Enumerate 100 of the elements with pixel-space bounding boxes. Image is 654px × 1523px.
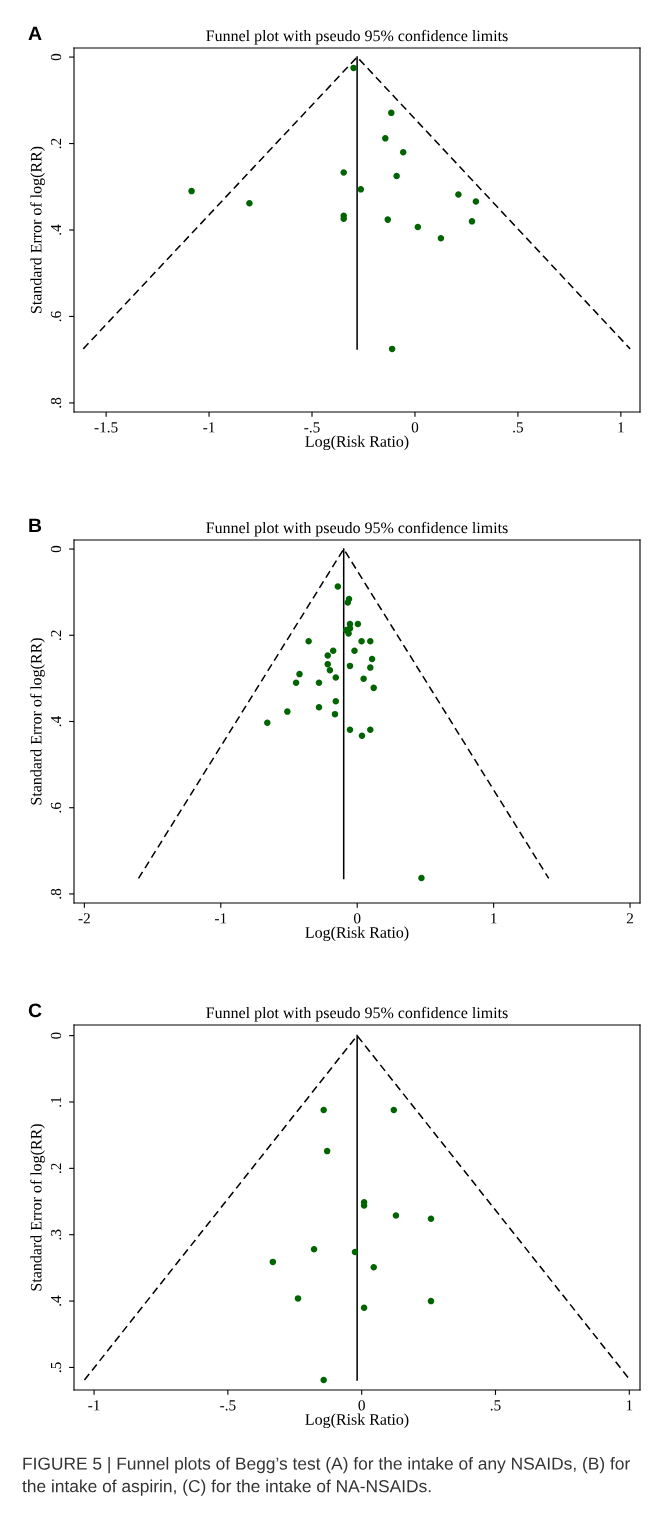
point [427,1297,435,1305]
point [388,109,395,117]
point [305,638,312,645]
y-tick-label: .8 [50,397,62,408]
point [340,169,347,176]
x-tick-label: 1 [491,913,497,924]
x-axis-title: Log(Risk Ratio) [305,1413,409,1429]
point [360,675,367,683]
y-tick-label: .5 [51,1362,62,1373]
text: B [29,518,42,533]
point [315,679,323,686]
x-axis-title: Log(Risk Ratio) [305,926,409,942]
point [358,732,366,739]
point [354,620,362,628]
x-tick-label: -1 [88,1400,100,1411]
y-tick-label: 0 [50,53,62,61]
point [269,1258,277,1266]
point [284,708,291,715]
point [346,625,354,632]
x-tick-label: 0 [411,422,419,433]
point [392,1212,400,1219]
text: A [28,26,42,41]
point [324,660,331,668]
point [360,1202,368,1209]
point [331,710,339,718]
point [324,652,331,659]
point [382,135,389,142]
y-tick-label: .2 [50,630,62,640]
point [468,218,476,225]
point [292,679,300,686]
x-tick-label: -.5 [220,1400,236,1411]
y-tick-label: .8 [50,888,62,899]
x-tick-label: -1 [214,913,227,924]
point [264,719,271,727]
y-axis-title: Standard Error of log(RR) [30,1124,45,1291]
point [246,199,253,207]
point [346,662,354,670]
point [332,697,340,705]
x-tick-label: -2 [78,913,90,924]
point [360,1304,368,1311]
point [323,1147,331,1155]
point [367,726,374,733]
y-tick-label: .1 [50,1097,62,1107]
caption: FIGURE 5 | Funnel plots of Begg’s test (A) for the intake of any NSAIDs, (B) for the intake of aspirin, (C) for the intake of NA-NSAIDs. [22,1457,630,1496]
y-tick-label: .4 [50,716,62,727]
point [390,1106,398,1114]
point [370,684,377,692]
point [399,148,407,156]
point [393,172,400,180]
chart-title: Funnel plot with pseudo 95% confidence limits [206,1006,508,1022]
x-tick-label: 0 [353,913,361,924]
point [310,1246,318,1253]
x-tick-label: 2 [626,913,634,924]
point [326,666,334,674]
chart-title: Funnel plot with pseudo 95% confidence limits [206,521,508,537]
x-tick-label: 1 [626,1400,633,1411]
point [329,647,337,655]
point [320,1106,327,1114]
point [320,1376,327,1384]
y-tick-label: .3 [50,1229,62,1240]
y-tick-label: .4 [50,1295,62,1306]
point [334,583,342,590]
x-tick-label: -1 [203,422,215,433]
point [351,1248,359,1256]
y-tick-label: 0 [50,545,62,553]
y-tick-label: .6 [50,802,62,813]
point [384,216,392,223]
point [350,64,357,72]
point [315,704,323,711]
y-tick-label: .2 [50,1163,62,1174]
point [294,1295,302,1302]
point [358,638,365,645]
point [368,655,376,663]
point [367,664,374,671]
chart-title: Funnel plot with pseudo 95% confidence limits [206,29,508,45]
y-axis-title: Standard Error of log(RR) [30,638,45,805]
y-tick-label: 0 [50,1032,62,1039]
point [296,670,303,678]
point [332,674,340,681]
x-tick-label: -.5 [304,422,320,433]
point [370,1263,377,1271]
y-tick-label: .6 [50,311,62,322]
point [388,345,396,353]
point [367,638,374,645]
y-tick-label: .2 [50,138,62,149]
point [346,726,354,733]
point [344,599,352,606]
x-axis-title: Log(Risk Ratio) [305,435,409,451]
point [427,1215,435,1223]
y-tick-label: .4 [50,224,62,235]
point [455,191,462,198]
point [472,198,480,205]
point [437,234,445,242]
x-tick-label: .5 [490,1400,501,1411]
y-axis-title: Standard Error of log(RR) [30,146,45,313]
point [357,186,365,193]
x-tick-label: -1.5 [94,422,118,433]
point [418,874,425,882]
point [188,187,195,195]
x-tick-label: .5 [513,422,524,433]
